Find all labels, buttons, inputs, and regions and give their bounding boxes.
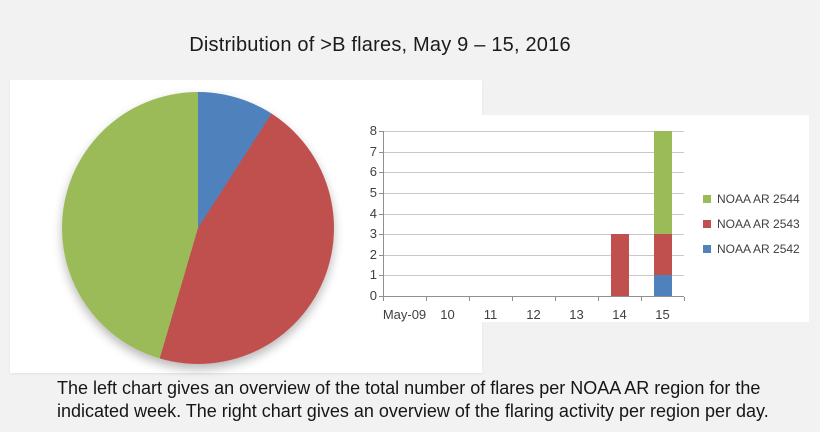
gridline — [383, 255, 684, 256]
x-axis-tick — [426, 297, 427, 301]
y-axis-tick — [379, 275, 383, 276]
gridline — [383, 193, 684, 194]
legend-item: NOAA AR 2542 — [703, 236, 800, 261]
y-axis-label: 3 — [369, 226, 377, 241]
gridline — [383, 234, 684, 235]
bar-segment-noaa-ar-2542 — [653, 275, 672, 296]
legend-label: NOAA AR 2542 — [717, 241, 800, 256]
bar-segment-noaa-ar-2543 — [610, 234, 629, 296]
y-axis-tick — [379, 172, 383, 173]
gridline — [383, 172, 684, 173]
pie-chart — [62, 92, 334, 364]
x-axis-tick — [598, 297, 599, 301]
gridline — [383, 152, 684, 153]
x-axis-tick — [512, 297, 513, 301]
gridline — [383, 275, 684, 276]
caption: The left chart gives an overview of the … — [57, 377, 777, 423]
legend-swatch-icon — [703, 219, 711, 228]
y-axis-label: 8 — [369, 123, 377, 138]
caption-line-1: The left chart gives an overview of the … — [57, 378, 761, 398]
bar-segment-noaa-ar-2543 — [653, 234, 672, 276]
x-axis-tick — [641, 297, 642, 301]
bar-plot-area: 0 1 2 3 4 5 6 7 8 May-09 10 11 12 13 14 15 — [345, 115, 809, 322]
x-axis-tick — [555, 297, 556, 301]
x-axis-label: 11 — [483, 307, 498, 322]
legend-label: NOAA AR 2543 — [717, 216, 800, 231]
y-axis-label: 7 — [369, 144, 377, 159]
x-axis-line — [383, 296, 684, 297]
chart-legend: NOAA AR 2544 NOAA AR 2543 NOAA AR 2542 — [703, 186, 800, 261]
x-axis-label: May-09 — [382, 307, 427, 322]
y-axis-label: 2 — [369, 247, 377, 262]
y-axis-label: 1 — [369, 267, 377, 282]
x-axis-tick — [684, 297, 685, 301]
legend-label: NOAA AR 2544 — [717, 191, 800, 206]
bar-segment-noaa-ar-2544 — [653, 131, 672, 235]
caption-line-2: indicated week. The right chart gives an… — [57, 401, 769, 421]
y-axis-label: 4 — [369, 206, 377, 221]
y-axis-label: 6 — [369, 164, 377, 179]
gridline — [383, 131, 684, 132]
x-axis-tick — [383, 297, 384, 301]
y-axis-tick — [379, 234, 383, 235]
y-axis-tick — [379, 131, 383, 132]
legend-item: NOAA AR 2543 — [703, 211, 800, 236]
y-axis-tick — [379, 193, 383, 194]
legend-item: NOAA AR 2544 — [703, 186, 800, 211]
y-axis-label: 5 — [369, 185, 377, 200]
x-axis-label: 10 — [440, 307, 455, 322]
y-axis-tick — [379, 255, 383, 256]
y-axis-label: 0 — [369, 288, 377, 303]
gridline — [383, 214, 684, 215]
y-axis-tick — [379, 214, 383, 215]
x-axis-label: 12 — [526, 307, 541, 322]
y-axis-tick — [379, 152, 383, 153]
y-axis-tick — [379, 296, 383, 297]
chart-title: Distribution of >B flares, May 9 – 15, 2… — [189, 34, 571, 56]
x-axis-label: 15 — [655, 307, 670, 322]
bar-chart-panel: 0 1 2 3 4 5 6 7 8 May-09 10 11 12 13 14 15 NOAA AR 2544… — [345, 115, 809, 322]
x-axis-label: 13 — [569, 307, 584, 322]
legend-swatch-icon — [703, 194, 711, 203]
x-axis-tick — [469, 297, 470, 301]
y-axis-line — [383, 131, 384, 300]
legend-swatch-icon — [703, 244, 711, 253]
x-axis-label: 14 — [612, 307, 627, 322]
